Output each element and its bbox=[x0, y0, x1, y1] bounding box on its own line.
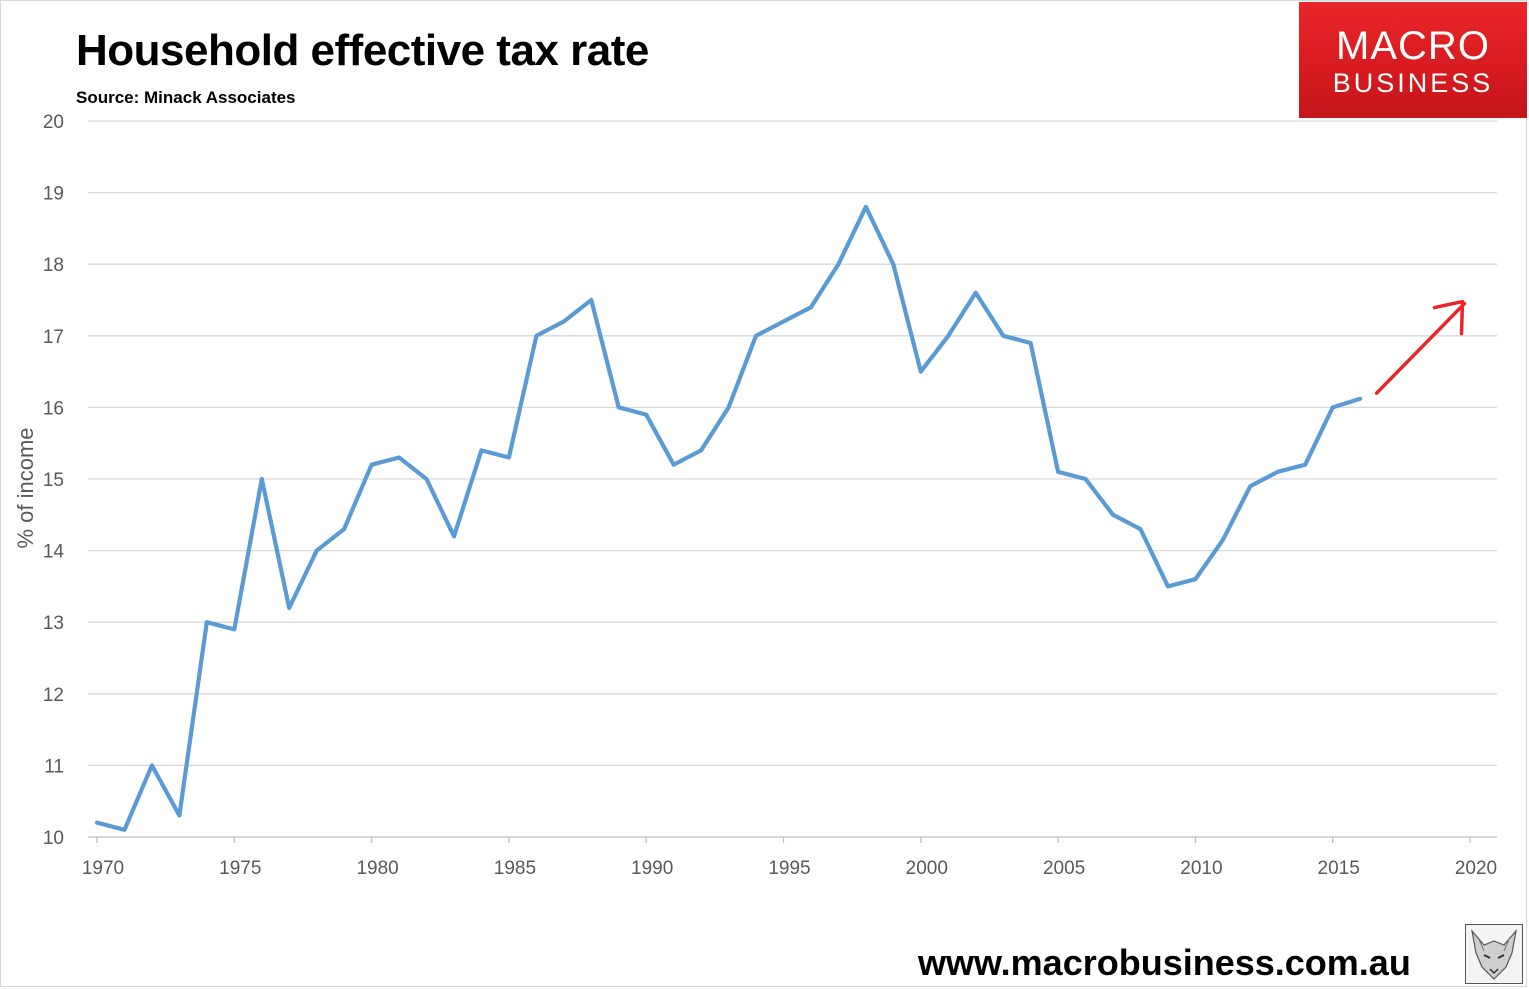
y-tick-label-18: 18 bbox=[43, 255, 64, 276]
series-line-0 bbox=[94, 204, 1363, 832]
trend-arrow-head bbox=[1432, 299, 1465, 336]
x-tick-label-2015: 2015 bbox=[1318, 858, 1360, 879]
x-tick-label-1975: 1975 bbox=[219, 858, 261, 879]
y-tick-label-12: 12 bbox=[43, 685, 64, 706]
logo-line-business: BUSINESS bbox=[1332, 68, 1494, 98]
y-tick-label-20: 20 bbox=[43, 112, 64, 133]
y-tick-label-17: 17 bbox=[43, 327, 64, 348]
website-url: www.macrobusiness.com.au bbox=[918, 942, 1411, 983]
series-layer bbox=[94, 204, 1363, 832]
macrobusiness-logo: MACRO BUSINESS bbox=[1299, 2, 1527, 118]
trend-arrow-shaft bbox=[1374, 301, 1467, 395]
y-tick-label-13: 13 bbox=[43, 613, 64, 634]
y-axis-label: % of income bbox=[13, 427, 38, 548]
y-tick-label-15: 15 bbox=[43, 470, 64, 491]
y-tick-label-10: 10 bbox=[43, 828, 64, 849]
x-tick-label-2000: 2000 bbox=[906, 858, 948, 879]
x-tick-label-1990: 1990 bbox=[631, 858, 673, 879]
y-tick-label-16: 16 bbox=[43, 398, 64, 419]
x-tick-label-1995: 1995 bbox=[768, 858, 810, 879]
y-tick-label-19: 19 bbox=[43, 184, 64, 205]
y-tick-label-14: 14 bbox=[43, 542, 65, 563]
x-axis-tick-labels: 1970 1975 1980 1985 1990 1995 2000 2005 2010 2015… bbox=[82, 858, 1497, 879]
x-tick-label-2010: 2010 bbox=[1180, 858, 1222, 879]
chart-source: Source: Minack Associates bbox=[76, 88, 296, 107]
gridlines bbox=[88, 120, 1497, 843]
x-tick-label-1985: 1985 bbox=[494, 858, 536, 879]
logo-line-macro: MACRO bbox=[1336, 24, 1490, 68]
y-tick-label-11: 11 bbox=[44, 756, 64, 777]
x-tick-label-2005: 2005 bbox=[1043, 858, 1085, 879]
x-tick-label-1980: 1980 bbox=[356, 858, 398, 879]
annotation-layer bbox=[1374, 299, 1467, 395]
y-axis-tick-labels: 10 11 12 13 14 15 16 17 18 19 20 bbox=[43, 112, 65, 849]
fox-head-icon bbox=[1465, 924, 1523, 984]
chart-title: Household effective tax rate bbox=[76, 26, 649, 75]
x-tick-label-2020: 2020 bbox=[1455, 858, 1497, 879]
x-tick-label-1970: 1970 bbox=[82, 858, 124, 879]
